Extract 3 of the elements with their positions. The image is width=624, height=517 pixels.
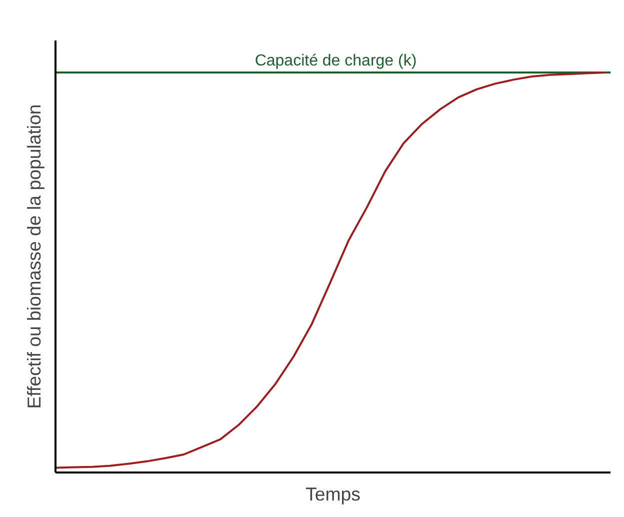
y-axis-title: Effectif ou biomasse de la population [24,104,44,409]
x-axis-title: Temps [306,484,360,504]
ref-line-label: Capacité de charge (k) [254,52,417,70]
